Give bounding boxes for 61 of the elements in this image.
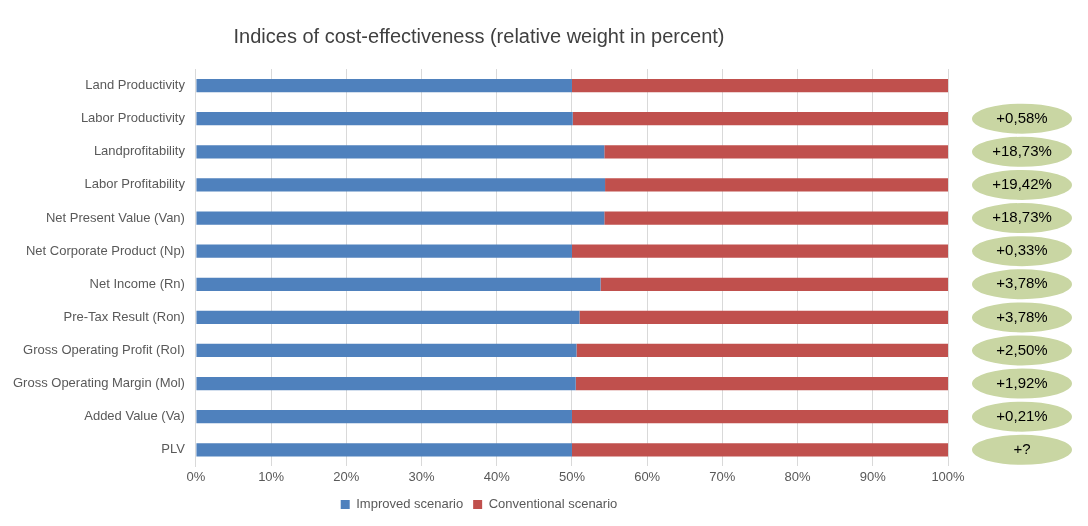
y-tick-label: Gross Operating Margin (Mol) xyxy=(12,375,185,391)
y-tick-label: Labor Productivity xyxy=(80,110,186,126)
bar xyxy=(196,310,580,324)
chart-title: Indices of cost-effectiveness (relative weight in percent) xyxy=(233,24,725,47)
x-tick-label: 50% xyxy=(558,468,586,484)
bar xyxy=(196,112,573,126)
bar xyxy=(196,376,576,391)
bar xyxy=(196,343,577,358)
x-tick-label: 90% xyxy=(859,468,887,484)
bar xyxy=(571,78,948,93)
text: +? xyxy=(1013,439,1031,457)
legend-label: Improved scenario xyxy=(356,496,464,512)
bar xyxy=(196,211,605,225)
bar xyxy=(571,443,948,457)
y-tick-label: Land Productivity xyxy=(85,77,186,93)
y-tick-label: Landprofitability xyxy=(93,143,186,159)
bar xyxy=(579,310,948,324)
x-tick-label: 30% xyxy=(408,468,435,484)
x-tick-label: 70% xyxy=(709,468,736,484)
legend-label: Conventional scenario xyxy=(488,496,618,512)
x-tick-label: 60% xyxy=(634,468,661,484)
text: +3,78% xyxy=(996,307,1048,325)
bar xyxy=(576,343,948,358)
bar xyxy=(196,443,572,457)
bar xyxy=(571,410,948,424)
text: +18,73% xyxy=(992,208,1052,226)
y-tick-label: Net Income (Rn) xyxy=(89,275,185,291)
y-tick-label: Gross Operating Profit (RoI) xyxy=(23,342,185,358)
bar xyxy=(572,112,948,126)
text: +0,21% xyxy=(996,406,1048,424)
bar xyxy=(196,78,572,93)
bar xyxy=(196,244,572,258)
bar xyxy=(196,178,606,192)
bar xyxy=(604,145,948,159)
bar xyxy=(575,376,948,391)
x-tick-label: 40% xyxy=(483,468,511,484)
bar xyxy=(571,244,948,258)
x-tick-label: 10% xyxy=(258,468,285,484)
bar xyxy=(196,145,605,159)
bar xyxy=(600,277,948,291)
y-tick-label: Net Corporate Product (Np) xyxy=(25,242,185,258)
text: +3,78% xyxy=(996,274,1048,292)
bar xyxy=(196,277,601,291)
text: +18,73% xyxy=(992,141,1052,159)
x-tick-label: 20% xyxy=(333,468,360,484)
y-tick-label: Labor Profitability xyxy=(84,176,186,192)
text: +0,58% xyxy=(996,108,1048,126)
y-tick-label: Added Value (Va) xyxy=(84,408,185,424)
text: +19,42% xyxy=(992,175,1052,193)
text: +0,33% xyxy=(996,241,1048,259)
x-tick-label: 0% xyxy=(186,468,206,484)
bar xyxy=(604,211,948,225)
x-tick-label: 100% xyxy=(931,468,966,484)
x-tick-label: 80% xyxy=(784,468,812,484)
bar xyxy=(605,178,948,192)
text: +2,50% xyxy=(996,340,1048,358)
text: +1,92% xyxy=(996,373,1048,391)
bar xyxy=(196,410,572,424)
y-tick-label: Pre-Tax Result (Ron) xyxy=(63,308,185,324)
y-tick-label: PLV xyxy=(161,441,186,457)
y-tick-label: Net Present Value (Van) xyxy=(45,209,185,225)
